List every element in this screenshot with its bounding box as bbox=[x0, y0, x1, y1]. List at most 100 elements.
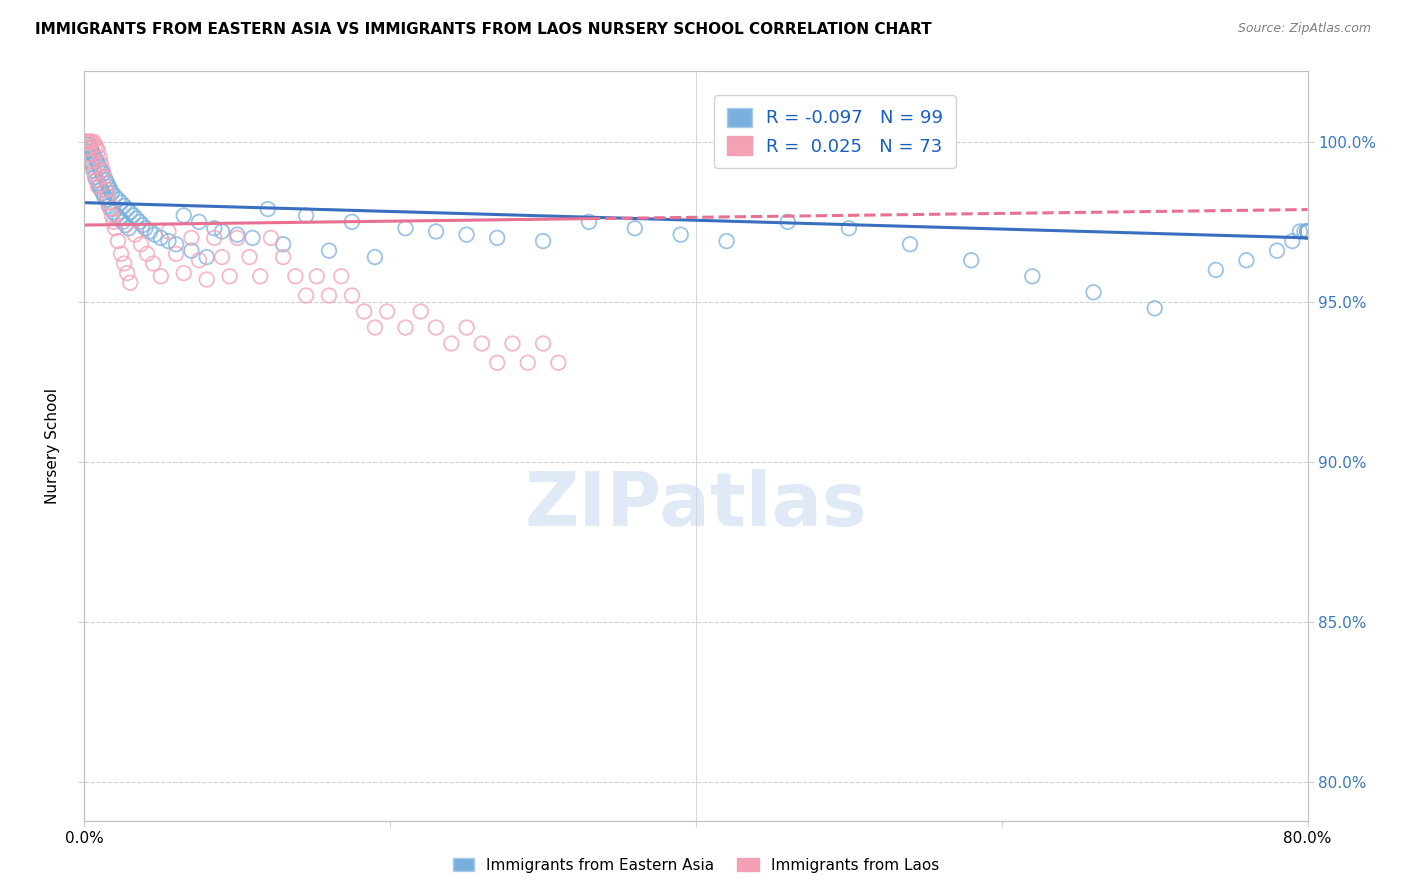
Point bbox=[76, 141, 98, 155]
Point bbox=[211, 250, 233, 264]
Point bbox=[486, 356, 509, 370]
Point bbox=[1236, 253, 1258, 268]
Point bbox=[83, 161, 105, 175]
Point bbox=[364, 250, 387, 264]
Point bbox=[91, 167, 114, 181]
Point bbox=[1021, 269, 1043, 284]
Point bbox=[305, 269, 328, 284]
Point bbox=[86, 173, 108, 187]
Point bbox=[125, 211, 148, 226]
Point bbox=[77, 135, 100, 149]
Point bbox=[86, 154, 108, 169]
Point bbox=[80, 154, 103, 169]
Point bbox=[112, 199, 135, 213]
Point bbox=[157, 234, 180, 248]
Point bbox=[97, 195, 120, 210]
Point bbox=[79, 154, 101, 169]
Point bbox=[93, 169, 115, 184]
Point bbox=[180, 244, 202, 258]
Point bbox=[188, 215, 211, 229]
Point bbox=[284, 269, 307, 284]
Point bbox=[531, 336, 554, 351]
Point bbox=[101, 209, 124, 223]
Point bbox=[104, 189, 127, 203]
Point bbox=[531, 234, 554, 248]
Point bbox=[77, 141, 100, 155]
Point bbox=[295, 209, 318, 223]
Point bbox=[180, 231, 202, 245]
Point bbox=[716, 234, 738, 248]
Point bbox=[149, 231, 172, 245]
Point bbox=[80, 135, 103, 149]
Text: Source: ZipAtlas.com: Source: ZipAtlas.com bbox=[1237, 22, 1371, 36]
Point bbox=[1296, 224, 1319, 238]
Point bbox=[87, 157, 110, 171]
Point bbox=[1296, 224, 1319, 238]
Point bbox=[1296, 224, 1319, 238]
Point bbox=[440, 336, 463, 351]
Point bbox=[136, 247, 159, 261]
Point bbox=[84, 138, 107, 153]
Point bbox=[425, 224, 447, 238]
Point bbox=[89, 179, 111, 194]
Point bbox=[105, 209, 128, 223]
Point bbox=[960, 253, 983, 268]
Point bbox=[75, 138, 97, 153]
Point bbox=[79, 135, 101, 149]
Point bbox=[76, 145, 98, 159]
Point bbox=[409, 304, 432, 318]
Point bbox=[77, 138, 100, 153]
Point bbox=[131, 218, 153, 232]
Point bbox=[129, 237, 152, 252]
Point bbox=[271, 250, 294, 264]
Point bbox=[238, 250, 260, 264]
Point bbox=[364, 320, 387, 334]
Point bbox=[104, 221, 127, 235]
Point bbox=[84, 169, 107, 184]
Point bbox=[115, 202, 138, 216]
Point bbox=[110, 247, 132, 261]
Point bbox=[91, 163, 114, 178]
Point bbox=[394, 221, 416, 235]
Point bbox=[103, 215, 125, 229]
Point bbox=[257, 202, 280, 216]
Legend: Immigrants from Eastern Asia, Immigrants from Laos: Immigrants from Eastern Asia, Immigrants… bbox=[446, 850, 946, 880]
Point bbox=[94, 173, 117, 187]
Point bbox=[295, 288, 318, 302]
Point bbox=[157, 224, 180, 238]
Point bbox=[112, 256, 135, 270]
Point bbox=[226, 227, 249, 242]
Point bbox=[271, 237, 294, 252]
Point bbox=[83, 147, 105, 161]
Point bbox=[87, 177, 110, 191]
Point bbox=[318, 288, 340, 302]
Point bbox=[143, 227, 166, 242]
Point bbox=[108, 211, 131, 226]
Y-axis label: Nursery School: Nursery School bbox=[45, 388, 60, 504]
Point bbox=[87, 179, 110, 194]
Point bbox=[1296, 224, 1319, 238]
Point bbox=[1281, 234, 1303, 248]
Point bbox=[97, 199, 120, 213]
Point bbox=[84, 151, 107, 165]
Point bbox=[1205, 263, 1227, 277]
Point bbox=[107, 234, 129, 248]
Point bbox=[173, 266, 195, 280]
Text: IMMIGRANTS FROM EASTERN ASIA VS IMMIGRANTS FROM LAOS NURSERY SCHOOL CORRELATION : IMMIGRANTS FROM EASTERN ASIA VS IMMIGRAN… bbox=[35, 22, 932, 37]
Point bbox=[330, 269, 353, 284]
Point bbox=[93, 169, 115, 184]
Point bbox=[195, 250, 218, 264]
Point bbox=[1294, 224, 1316, 238]
Point bbox=[101, 186, 124, 200]
Point bbox=[249, 269, 271, 284]
Point bbox=[340, 215, 363, 229]
Point bbox=[202, 231, 225, 245]
Point bbox=[122, 209, 145, 223]
Point bbox=[165, 247, 187, 261]
Point bbox=[547, 356, 569, 370]
Point bbox=[83, 135, 105, 149]
Point bbox=[1083, 285, 1105, 300]
Point bbox=[1265, 244, 1288, 258]
Point bbox=[76, 135, 98, 149]
Point bbox=[84, 167, 107, 181]
